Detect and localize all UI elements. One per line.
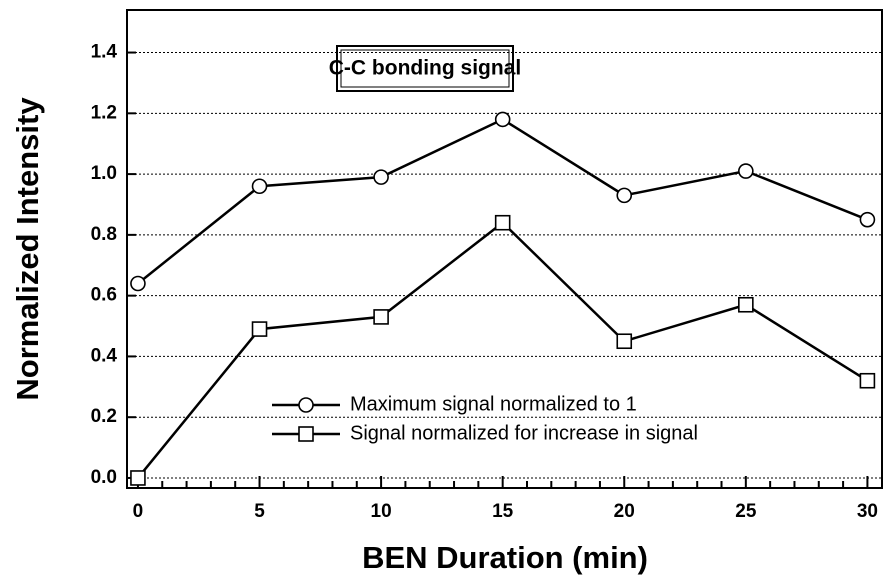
- legend-label: Signal normalized for increase in signal: [350, 422, 698, 444]
- x-tick-label: 10: [371, 501, 392, 522]
- series-line: [137, 117, 868, 285]
- marker: [251, 178, 268, 195]
- y-tick-label: 0.8: [91, 224, 117, 245]
- legend-marker: [298, 426, 314, 442]
- y-tick-label: 0.2: [91, 406, 117, 427]
- x-tick-label: 5: [254, 501, 265, 522]
- marker: [373, 169, 389, 185]
- marker: [130, 470, 146, 486]
- marker: [373, 309, 389, 325]
- marker: [738, 163, 754, 179]
- annotation-box: [336, 45, 514, 92]
- marker: [251, 321, 268, 337]
- y-tick-label: 1.0: [91, 163, 117, 184]
- marker: [616, 187, 633, 204]
- x-tick-label: 0: [133, 501, 144, 522]
- marker: [616, 333, 633, 350]
- marker: [494, 214, 511, 231]
- y-tick-label: 1.4: [91, 42, 118, 63]
- y-tick-label: 0.6: [91, 285, 117, 306]
- y-tick-label: 0.4: [91, 345, 118, 366]
- marker: [130, 275, 146, 292]
- y-tick-label: 0.0: [91, 467, 117, 488]
- marker: [859, 372, 876, 389]
- y-axis-title: Normalized Intensity: [10, 97, 45, 401]
- annotation: C-C bonding signal: [329, 57, 521, 80]
- marker: [738, 296, 754, 313]
- legend-marker: [298, 397, 314, 413]
- marker: [859, 211, 876, 228]
- y-tick-label: 1.2: [91, 102, 117, 123]
- x-tick-label: 30: [857, 501, 878, 522]
- plot-frame: [126, 9, 883, 489]
- annotation-box-inner: [340, 49, 510, 88]
- x-tick-label: 25: [735, 501, 757, 522]
- x-tick-label: 15: [492, 501, 514, 522]
- x-tick-label: 20: [614, 501, 635, 522]
- x-axis-title: BEN Duration (min): [362, 540, 648, 575]
- marker: [494, 111, 511, 128]
- legend-label: Maximum signal normalized to 1: [350, 393, 637, 415]
